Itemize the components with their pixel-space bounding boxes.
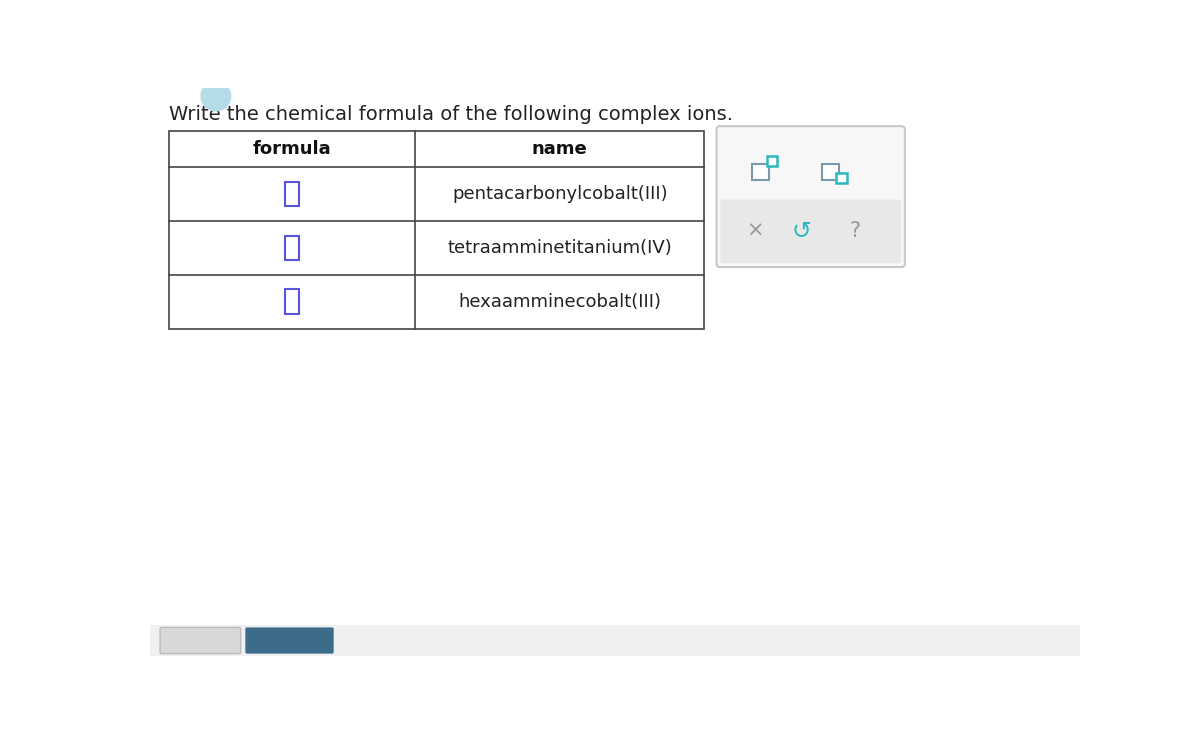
Bar: [822, 164, 839, 181]
Bar: [752, 164, 769, 181]
Bar: [286, 181, 299, 206]
Text: Write the chemical formula of the following complex ions.: Write the chemical formula of the follow…: [169, 105, 733, 125]
FancyBboxPatch shape: [716, 126, 905, 267]
Text: tetraamminetitanium(IV): tetraamminetitanium(IV): [448, 239, 672, 256]
FancyBboxPatch shape: [160, 627, 241, 654]
Bar: [836, 172, 846, 183]
Text: hexaamminecobalt(III): hexaamminecobalt(III): [458, 293, 661, 311]
Bar: [286, 236, 299, 260]
Bar: [150, 625, 1080, 656]
Text: pentacarbonylcobalt(III): pentacarbonylcobalt(III): [452, 185, 667, 203]
Text: ×: ×: [745, 220, 763, 241]
FancyBboxPatch shape: [245, 627, 334, 654]
Bar: [169, 130, 704, 329]
Bar: [286, 290, 299, 314]
Text: ↺: ↺: [791, 219, 811, 242]
Text: name: name: [532, 140, 588, 158]
Text: formula: formula: [253, 140, 331, 158]
Text: ?: ?: [850, 220, 860, 241]
FancyBboxPatch shape: [720, 200, 901, 263]
Bar: [767, 156, 776, 166]
Circle shape: [200, 81, 232, 111]
